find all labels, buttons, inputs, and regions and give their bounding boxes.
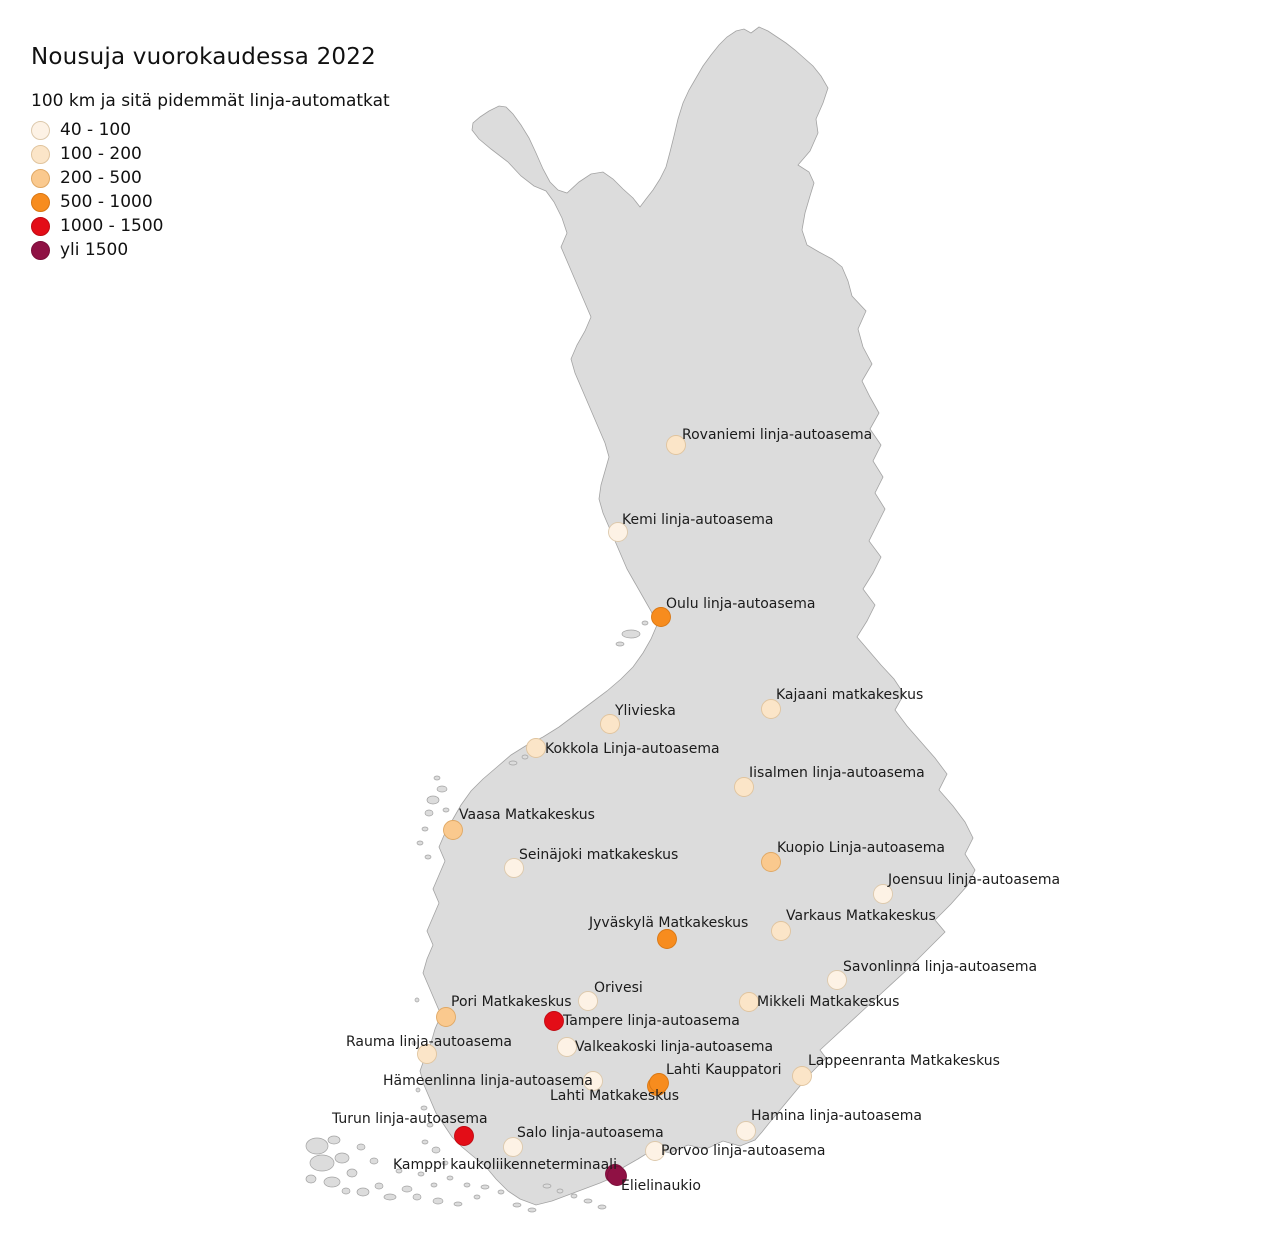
- station-label: Pori Matkakeskus: [451, 994, 572, 1010]
- station-label: Orivesi: [594, 980, 643, 996]
- legend-swatch: [31, 192, 50, 212]
- station-dot[interactable]: [503, 1137, 523, 1157]
- station-label: Turun linja-autoasema: [331, 1111, 488, 1127]
- station-dot[interactable]: [666, 435, 686, 455]
- station-label: Elielinaukio: [621, 1178, 701, 1194]
- station-dot[interactable]: [657, 929, 677, 949]
- legend-swatch: [31, 168, 50, 188]
- legend-item: yli 1500: [31, 238, 390, 262]
- page-title: Nousuja vuorokaudessa 2022: [31, 44, 376, 70]
- station-dot[interactable]: [761, 699, 781, 719]
- station-label: Porvoo linja-autoasema: [661, 1143, 826, 1159]
- station-dot[interactable]: [761, 852, 781, 872]
- station-dot[interactable]: [771, 921, 791, 941]
- legend-label: 40 - 100: [60, 120, 132, 140]
- legend-item: 1000 - 1500: [31, 214, 390, 238]
- station-label: Oulu linja-autoasema: [666, 596, 816, 612]
- legend-label: 100 - 200: [60, 144, 142, 164]
- station-dot[interactable]: [443, 820, 463, 840]
- station-dot[interactable]: [454, 1126, 474, 1146]
- legend-item: 500 - 1000: [31, 190, 390, 214]
- station-label: Valkeakoski linja-autoasema: [575, 1039, 773, 1055]
- station-dot[interactable]: [651, 607, 671, 627]
- legend-swatch: [31, 240, 50, 260]
- map-subtitle: 100 km ja sitä pidemmät linja-automatkat: [31, 91, 390, 111]
- station-dot[interactable]: [608, 522, 628, 542]
- station-label: Rovaniemi linja-autoasema: [682, 427, 872, 443]
- map-header: Nousuja vuorokaudessa 2022 100 km ja sit…: [31, 44, 390, 262]
- station-dot[interactable]: [417, 1044, 437, 1064]
- station-dot[interactable]: [739, 992, 759, 1012]
- station-dot[interactable]: [600, 714, 620, 734]
- station-dot[interactable]: [607, 1166, 627, 1186]
- station-label: Kajaani matkakeskus: [776, 687, 923, 703]
- station-label: Savonlinna linja-autoasema: [843, 959, 1037, 975]
- legend-item: 40 - 100: [31, 118, 390, 142]
- station-label: Lappeenranta Matkakeskus: [808, 1053, 1000, 1069]
- station-label: Lahti Kauppatori: [666, 1062, 782, 1078]
- legend-label: 200 - 500: [60, 168, 142, 188]
- station-dot[interactable]: [827, 970, 847, 990]
- station-dot[interactable]: [526, 738, 546, 758]
- station-label: Hamina linja-autoasema: [751, 1108, 922, 1124]
- station-label: Kokkola Linja-autoasema: [545, 741, 720, 757]
- legend-label: 500 - 1000: [60, 192, 153, 212]
- station-dot[interactable]: [649, 1073, 669, 1093]
- legend-swatch: [31, 144, 50, 164]
- station-dot[interactable]: [734, 777, 754, 797]
- finland-outline: [419, 26, 976, 1206]
- station-label: Rauma linja-autoasema: [346, 1034, 512, 1050]
- station-label: Vaasa Matkakeskus: [459, 807, 595, 823]
- station-dot[interactable]: [578, 991, 598, 1011]
- station-dot[interactable]: [583, 1071, 603, 1091]
- stations-layer: Rovaniemi linja-autoasema Kemi linja-auto…: [331, 427, 1060, 1194]
- legend-label: yli 1500: [60, 240, 129, 260]
- station-label: Tampere linja-autoasema: [562, 1013, 740, 1029]
- station-label: Mikkeli Matkakeskus: [757, 994, 899, 1010]
- station-label: Varkaus Matkakeskus: [786, 908, 936, 924]
- station-label: Lahti Matkakeskus: [550, 1088, 679, 1104]
- station-label: Kuopio Linja-autoasema: [777, 840, 945, 856]
- legend: 40 - 100 100 - 200 200 - 500 500 - 1000 …: [31, 118, 390, 262]
- station-label: Ylivieska: [614, 703, 676, 719]
- station-dot[interactable]: [873, 884, 893, 904]
- legend-label: 1000 - 1500: [60, 216, 164, 236]
- legend-item: 100 - 200: [31, 142, 390, 166]
- station-label: Iisalmen linja-autoasema: [749, 765, 925, 781]
- station-label: Seinäjoki matkakeskus: [519, 847, 678, 863]
- legend-item: 200 - 500: [31, 166, 390, 190]
- station-label: Kamppi kaukoliikenneterminaali: [393, 1157, 617, 1173]
- station-label: Joensuu linja-autoasema: [887, 872, 1060, 888]
- station-label: Salo linja-autoasema: [517, 1125, 664, 1141]
- legend-swatch: [31, 120, 50, 140]
- station-label: Kemi linja-autoasema: [622, 512, 773, 528]
- station-label: Jyväskylä Matkakeskus: [588, 915, 748, 931]
- station-dot[interactable]: [436, 1007, 456, 1027]
- station-dot[interactable]: [504, 858, 524, 878]
- station-label: Hämeenlinna linja-autoasema: [383, 1073, 593, 1089]
- station-dot[interactable]: [645, 1141, 665, 1161]
- legend-swatch: [31, 216, 50, 236]
- station-dot[interactable]: [544, 1011, 564, 1031]
- station-dot[interactable]: [557, 1037, 577, 1057]
- station-dot[interactable]: [736, 1121, 756, 1141]
- islands: [305, 620, 649, 1213]
- station-dot[interactable]: [792, 1066, 812, 1086]
